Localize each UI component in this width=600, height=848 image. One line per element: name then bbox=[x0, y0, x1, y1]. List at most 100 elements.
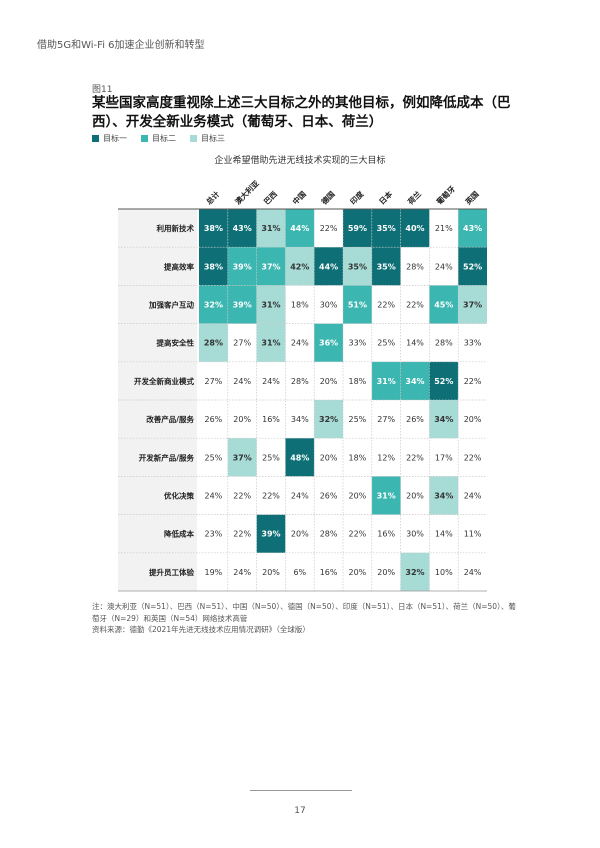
cell-value: 24% bbox=[464, 568, 482, 577]
cell-value: 38% bbox=[204, 262, 223, 271]
heatmap-cell bbox=[343, 285, 372, 324]
cell-value: 24% bbox=[205, 492, 223, 501]
cell-value: 22% bbox=[464, 377, 482, 386]
cell-value: 18% bbox=[291, 301, 309, 310]
cell-value: 37% bbox=[233, 453, 252, 462]
cell-value: 20% bbox=[349, 568, 367, 577]
cell-value: 11% bbox=[464, 530, 482, 539]
cell-value: 30% bbox=[406, 530, 424, 539]
cell-value: 20% bbox=[320, 453, 338, 462]
heatmap-cell bbox=[429, 400, 459, 439]
cell-value: 37% bbox=[261, 262, 280, 271]
legend-label-goal-2: 目标二 bbox=[152, 134, 176, 143]
heatmap-cell bbox=[458, 209, 487, 248]
heatmap-cell bbox=[429, 476, 459, 515]
cell-value: 22% bbox=[464, 453, 482, 462]
cell-value: 32% bbox=[319, 415, 338, 424]
legend-item-goal-3: 目标三 bbox=[190, 133, 225, 144]
column-header: 巴西 bbox=[262, 189, 279, 206]
cell-value: 33% bbox=[349, 339, 367, 348]
cell-value: 40% bbox=[405, 224, 424, 233]
cell-value: 22% bbox=[320, 224, 338, 233]
heatmap-cell bbox=[285, 438, 315, 477]
figure-label: 图11 bbox=[92, 85, 113, 95]
heatmap-cell bbox=[429, 361, 459, 400]
cell-value: 27% bbox=[205, 377, 223, 386]
cell-value: 22% bbox=[233, 530, 251, 539]
cell-value: 59% bbox=[348, 224, 367, 233]
heatmap-cell bbox=[256, 514, 286, 553]
row-label: 利用新技术 bbox=[156, 223, 195, 233]
cell-value: 31% bbox=[377, 377, 396, 386]
figure-title: 某些国家高度重视除上述三大目标之外的其他目标，例如降低成本（巴西）、开发全新业务… bbox=[92, 95, 511, 130]
heatmap-cell bbox=[285, 247, 315, 286]
heatmap-cell bbox=[227, 438, 257, 477]
cell-value: 45% bbox=[434, 301, 453, 310]
cell-value: 22% bbox=[262, 492, 280, 501]
cell-value: 43% bbox=[233, 224, 252, 233]
cell-value: 28% bbox=[320, 530, 338, 539]
cell-value: 39% bbox=[261, 530, 280, 539]
heatmap-cell bbox=[199, 285, 228, 324]
cell-value: 22% bbox=[233, 492, 251, 501]
cell-value: 44% bbox=[290, 224, 309, 233]
cell-value: 23% bbox=[205, 530, 223, 539]
cell-value: 34% bbox=[434, 415, 453, 424]
cell-value: 22% bbox=[349, 530, 367, 539]
document-header: 借助5G和Wi-Fi 6加速企业创新和转型 bbox=[37, 40, 205, 51]
heatmap-cell bbox=[199, 323, 228, 362]
cell-value: 24% bbox=[291, 339, 309, 348]
cell-value: 34% bbox=[434, 492, 453, 501]
cell-value: 20% bbox=[406, 492, 424, 501]
heatmap-cell bbox=[227, 209, 257, 248]
legend-item-goal-2: 目标二 bbox=[141, 133, 176, 144]
column-header: 中国 bbox=[290, 188, 308, 206]
heatmap-cell bbox=[400, 552, 430, 591]
cell-value: 43% bbox=[463, 224, 482, 233]
cell-value: 14% bbox=[435, 530, 453, 539]
page-number: 17 bbox=[294, 806, 306, 816]
row-label: 优化决策 bbox=[164, 491, 194, 501]
cell-value: 48% bbox=[290, 453, 309, 462]
cell-value: 10% bbox=[435, 568, 453, 577]
cell-value: 20% bbox=[262, 568, 280, 577]
cell-value: 12% bbox=[377, 453, 395, 462]
heatmap-cell bbox=[314, 247, 343, 286]
cell-value: 34% bbox=[291, 415, 309, 424]
cell-value: 21% bbox=[435, 224, 453, 233]
cell-value: 16% bbox=[262, 415, 280, 424]
cell-value: 24% bbox=[262, 377, 280, 386]
heatmap-cell bbox=[314, 400, 343, 439]
cell-value: 39% bbox=[233, 301, 252, 310]
heatmap-cell bbox=[256, 247, 286, 286]
cell-value: 20% bbox=[349, 492, 367, 501]
cell-value: 31% bbox=[261, 301, 280, 310]
cell-value: 24% bbox=[233, 568, 251, 577]
cell-value: 32% bbox=[204, 301, 223, 310]
cell-value: 27% bbox=[233, 339, 251, 348]
heatmap-cell bbox=[199, 247, 228, 286]
cell-value: 31% bbox=[261, 339, 280, 348]
cell-value: 20% bbox=[377, 568, 395, 577]
legend-label-goal-1: 目标一 bbox=[103, 134, 127, 143]
heatmap-cell bbox=[314, 323, 343, 362]
column-header: 日本 bbox=[377, 188, 395, 206]
cell-value: 22% bbox=[406, 301, 424, 310]
cell-value: 16% bbox=[320, 568, 338, 577]
cell-value: 30% bbox=[320, 301, 338, 310]
heatmap-cell bbox=[256, 285, 286, 324]
heatmap-cell bbox=[458, 285, 487, 324]
cell-value: 17% bbox=[435, 453, 453, 462]
heatmap-cell bbox=[429, 285, 459, 324]
cell-value: 24% bbox=[435, 262, 453, 271]
legend-label-goal-3: 目标三 bbox=[201, 134, 225, 143]
legend-swatch-goal-3 bbox=[190, 135, 197, 142]
cell-value: 20% bbox=[291, 530, 309, 539]
cell-value: 33% bbox=[464, 339, 482, 348]
chart-title: 企业希望借助先进无线技术实现的三大目标 bbox=[214, 156, 386, 166]
legend-swatch-goal-2 bbox=[141, 135, 148, 142]
column-header: 英国 bbox=[463, 188, 481, 206]
cell-value: 44% bbox=[319, 262, 338, 271]
cell-value: 28% bbox=[435, 339, 453, 348]
heatmap-cell bbox=[256, 323, 286, 362]
